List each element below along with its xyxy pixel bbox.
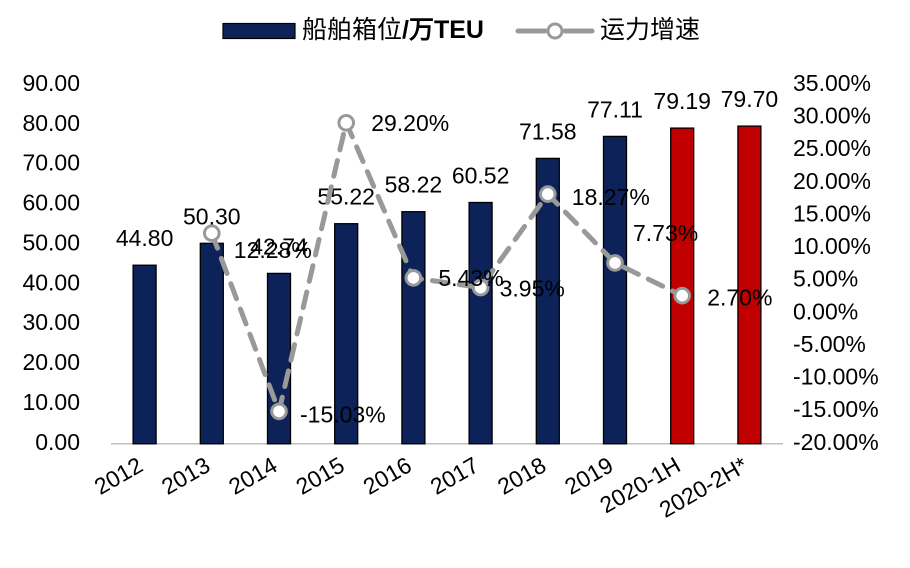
svg-text:-10.00%: -10.00% <box>793 364 879 390</box>
svg-text:50.00: 50.00 <box>22 230 80 256</box>
svg-text:7.73%: 7.73% <box>633 220 698 246</box>
svg-text:20.00%: 20.00% <box>793 168 871 194</box>
svg-text:2.70%: 2.70% <box>707 285 772 311</box>
svg-text:80.00: 80.00 <box>22 110 80 136</box>
svg-text:0.00%: 0.00% <box>793 298 858 324</box>
svg-text:25.00%: 25.00% <box>793 135 871 161</box>
svg-text:71.58: 71.58 <box>519 118 577 144</box>
svg-text:79.70: 79.70 <box>721 86 779 112</box>
svg-text:-15.03%: -15.03% <box>300 401 386 427</box>
svg-text:20.00: 20.00 <box>22 349 80 375</box>
svg-text:55.22: 55.22 <box>317 184 375 210</box>
svg-text:-5.00%: -5.00% <box>793 331 866 357</box>
svg-text:44.80: 44.80 <box>116 225 174 251</box>
svg-text:0.00: 0.00 <box>35 429 80 455</box>
svg-text:船舶箱位/万TEU: 船舶箱位/万TEU <box>302 16 484 44</box>
svg-text:60.00: 60.00 <box>22 190 80 216</box>
svg-text:15.00%: 15.00% <box>793 201 871 227</box>
svg-text:30.00: 30.00 <box>22 309 80 335</box>
svg-text:12.28%: 12.28% <box>234 237 312 263</box>
svg-text:3.95%: 3.95% <box>500 276 565 302</box>
svg-text:运力增速: 运力增速 <box>600 16 700 44</box>
svg-text:5.43%: 5.43% <box>438 265 503 291</box>
svg-text:18.27%: 18.27% <box>572 184 650 210</box>
svg-text:40.00: 40.00 <box>22 269 80 295</box>
svg-text:30.00%: 30.00% <box>793 103 871 129</box>
svg-text:10.00%: 10.00% <box>793 233 871 259</box>
svg-text:58.22: 58.22 <box>385 172 443 198</box>
svg-text:70.00: 70.00 <box>22 150 80 176</box>
svg-text:35.00%: 35.00% <box>793 70 871 96</box>
svg-text:90.00: 90.00 <box>22 70 80 96</box>
svg-text:60.52: 60.52 <box>452 163 510 189</box>
svg-text:77.11: 77.11 <box>587 96 643 122</box>
svg-text:79.19: 79.19 <box>653 88 711 114</box>
svg-text:10.00: 10.00 <box>22 389 80 415</box>
svg-text:5.00%: 5.00% <box>793 266 858 292</box>
svg-text:29.20%: 29.20% <box>371 110 449 136</box>
svg-text:-20.00%: -20.00% <box>793 429 879 455</box>
svg-text:-15.00%: -15.00% <box>793 396 879 422</box>
